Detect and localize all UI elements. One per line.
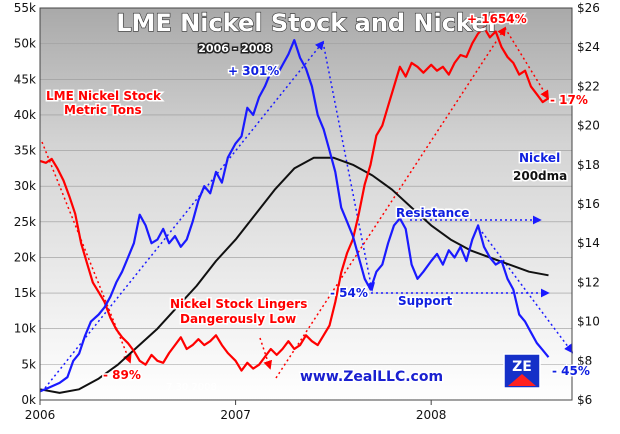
zeal-logo: ZE: [503, 353, 541, 389]
nickel-drop-label-1: - 54%: [330, 286, 368, 300]
right-tick-label: $12: [577, 275, 600, 289]
right-tick-label: $24: [577, 40, 600, 54]
left-tick-label: 45k: [14, 72, 36, 86]
left-tick-label: 35k: [14, 144, 36, 158]
left-tick-label: 20k: [14, 250, 36, 264]
x-axis-ticks: 2006 2007 2008: [25, 400, 447, 422]
left-tick-label: 10k: [14, 322, 36, 336]
right-tick-label: $18: [577, 158, 600, 172]
chart-subtitle: 2006 - 2008: [198, 42, 271, 55]
lingers-line2: Dangerously Low: [180, 312, 296, 326]
right-tick-label: $10: [577, 315, 600, 329]
right-tick-label: $26: [577, 1, 600, 15]
left-tick-label: 0k: [21, 393, 36, 407]
left-axis-ticks: 0k 5k 10k 15k 20k 25k 30k 35k 40k 45k 50k 55k: [14, 1, 36, 407]
stock-legend-line1: LME Nickel Stock: [46, 89, 162, 103]
trend-stock-fall-2: [504, 27, 549, 100]
svg-text:ZE: ZE: [512, 359, 532, 375]
right-tick-label: $20: [577, 119, 600, 133]
trend-lines: [41, 26, 574, 389]
series-layer: [39, 26, 550, 394]
left-tick-label: 30k: [14, 179, 36, 193]
nickel-drop-label-2: - 45%: [552, 364, 590, 378]
dma-legend: 200dma: [513, 169, 567, 183]
left-tick-label: 25k: [14, 215, 36, 229]
x-tick-label: 2008: [416, 408, 447, 422]
stock-legend-line2: Metric Tons: [64, 103, 142, 117]
nickel-gain-label: + 301%: [228, 64, 279, 78]
right-tick-label: $22: [577, 79, 600, 93]
right-axis-ticks: $6 $8 $10 $12 $14 $16 $18 $20 $22 $24 $26: [577, 1, 600, 407]
lingers-arrow: [259, 337, 272, 370]
right-tick-label: $16: [577, 197, 600, 211]
left-tick-label: 50k: [14, 37, 36, 51]
watermark: www.ZealLLC.com: [300, 369, 443, 385]
right-tick-label: $6: [577, 393, 592, 407]
x-tick-label: 2007: [220, 408, 251, 422]
nickel-legend: Nickel: [519, 151, 560, 165]
right-tick-label: $14: [577, 236, 600, 250]
left-tick-label: 40k: [14, 108, 36, 122]
stock-drop-label: - 89%: [103, 368, 141, 382]
lingers-line1: Nickel Stock Lingers: [170, 297, 307, 311]
gridlines: [40, 7, 572, 401]
left-tick-label: 15k: [14, 286, 36, 300]
series-200dma: [39, 156, 549, 394]
resistance-label: Resistance: [396, 206, 469, 220]
stock-gain-label: + 1654%: [467, 12, 527, 26]
support-label: Support: [398, 294, 453, 308]
trend-nickel-fall: [322, 41, 376, 292]
trend-nickel-rise: [44, 40, 325, 389]
right-tick-label: $8: [577, 354, 592, 368]
x-tick-label: 2006: [25, 408, 56, 422]
series-stock: [39, 26, 550, 372]
date-stamp: 7.30.2008: [166, 382, 217, 393]
trend-nickel-fall-2: [481, 231, 574, 354]
plot-border: [39, 7, 573, 401]
series-nickel: [39, 39, 550, 393]
chart-title: LME Nickel Stock and Nickel: [116, 9, 496, 37]
stock-drop-label-2: - 17%: [550, 93, 588, 107]
left-tick-label: 55k: [14, 1, 36, 15]
left-tick-label: 5k: [21, 357, 36, 371]
